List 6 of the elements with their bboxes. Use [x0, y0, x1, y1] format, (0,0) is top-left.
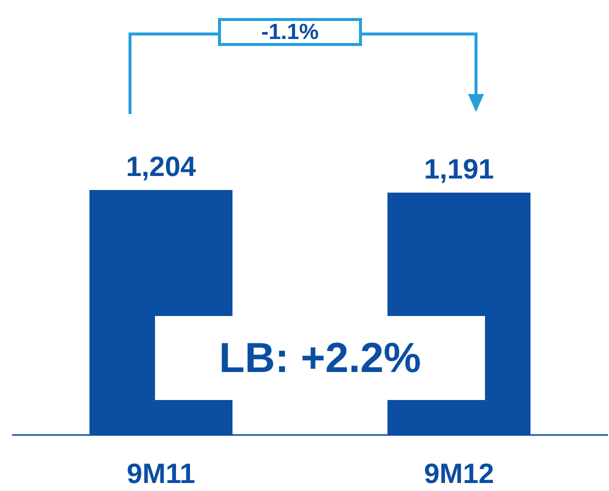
- x-tick-label: 9M12: [424, 458, 494, 489]
- data-label: 1,204: [126, 151, 196, 182]
- annotation: LB: +2.2%: [155, 316, 485, 400]
- data-label: 1,191: [424, 154, 494, 185]
- x-tick-label: 9M11: [126, 458, 196, 489]
- text: -1.1%: [218, 18, 362, 46]
